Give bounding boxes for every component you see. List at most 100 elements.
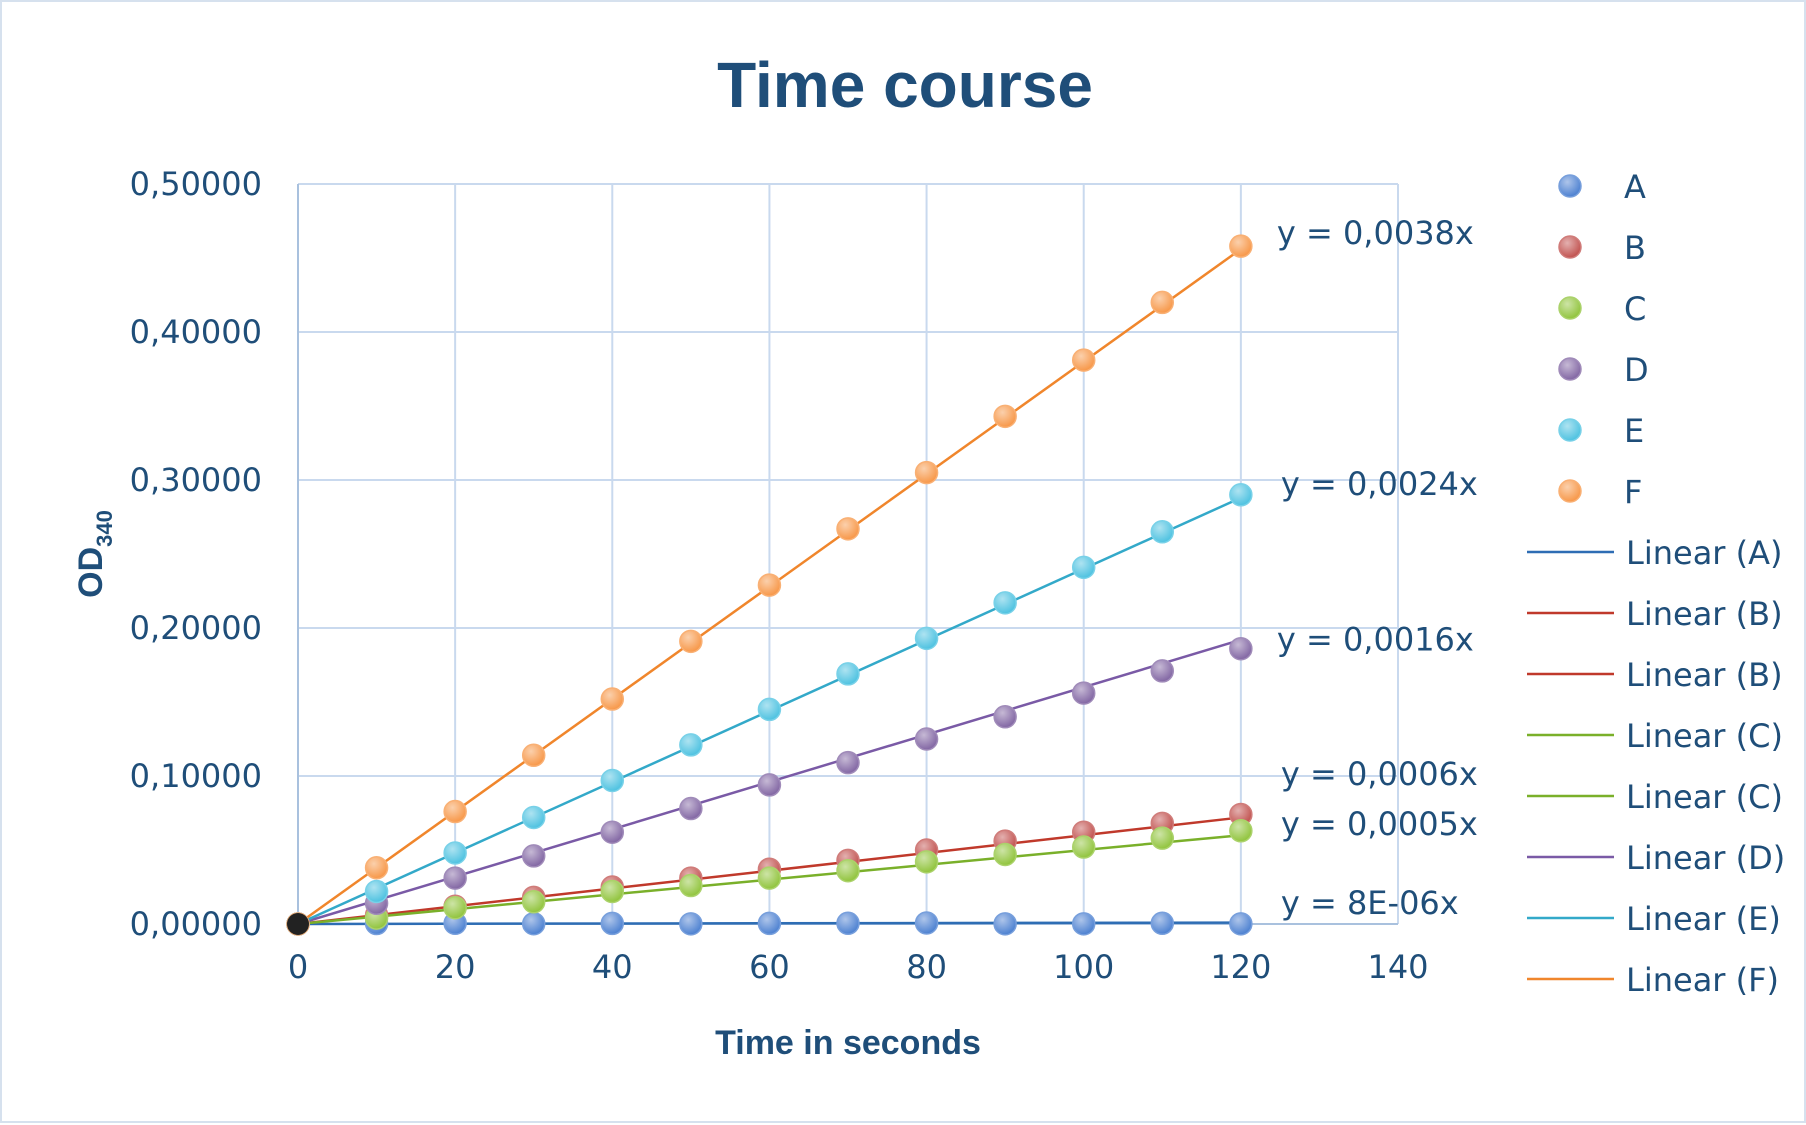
data-point-e — [757, 697, 782, 722]
trendline-equation-c: y = 0,0005x — [1281, 805, 1478, 843]
x-tick-label: 60 — [749, 948, 790, 986]
legend-label: A — [1624, 168, 1646, 206]
data-point-f — [836, 517, 860, 541]
data-point-f — [600, 687, 625, 711]
point-layer — [286, 234, 1253, 936]
data-point-a — [521, 911, 546, 936]
legend-label: C — [1624, 290, 1646, 328]
equation-layer: y = 8E-06x y = 0,0006x y = 0,0005x y = 0,00… — [1277, 214, 1478, 922]
data-point-e — [600, 768, 625, 793]
legend-label: Linear (C) — [1626, 717, 1783, 755]
data-point-c — [1150, 826, 1175, 850]
data-point-e — [1150, 520, 1175, 544]
data-point-a — [600, 911, 625, 936]
data-point-f — [679, 629, 703, 654]
legend-label: Linear (C) — [1626, 778, 1783, 816]
legend-label: E — [1624, 412, 1644, 450]
data-point-c — [914, 850, 939, 874]
data-point-c — [679, 873, 703, 898]
y-axis-title-subscript: 340 — [92, 510, 117, 547]
data-point-c — [600, 879, 625, 904]
data-point-f — [914, 460, 939, 485]
y-tick-label: 0,40000 — [130, 313, 262, 351]
legend-label: Linear (F) — [1626, 961, 1779, 999]
data-point-d — [914, 727, 939, 751]
data-point-f — [1071, 348, 1096, 372]
data-point-f — [1229, 234, 1253, 258]
legend-label: Linear (B) — [1626, 656, 1783, 694]
chart-title: Time course — [717, 49, 1093, 121]
trendline-equation-e: y = 0,0024x — [1281, 465, 1478, 503]
x-tick-label: 100 — [1053, 948, 1114, 986]
data-point-a — [836, 911, 860, 936]
y-tick-label: 0,30000 — [130, 461, 262, 499]
x-tick-label: 20 — [435, 948, 476, 986]
legend-marker-e — [1558, 418, 1582, 442]
data-point-f — [993, 404, 1017, 429]
trendline-equation-d: y = 0,0016x — [1277, 621, 1474, 659]
origin-point — [287, 913, 309, 935]
data-point-d — [521, 844, 546, 868]
x-tick-label: 120 — [1210, 948, 1271, 986]
data-point-c — [1229, 819, 1253, 843]
x-tick-label: 80 — [906, 948, 947, 986]
x-tick-label: 40 — [592, 948, 633, 986]
data-point-f — [443, 799, 467, 824]
trendline-equation-b: y = 0,0006x — [1281, 755, 1478, 793]
data-point-a — [1150, 911, 1175, 936]
data-point-f — [364, 856, 389, 880]
x-axis-title: Time in seconds — [715, 1024, 981, 1062]
data-point-f — [757, 573, 782, 597]
data-point-e — [914, 626, 939, 651]
data-point-e — [679, 733, 703, 757]
data-point-d — [443, 866, 467, 890]
data-point-d — [1150, 659, 1175, 683]
y-tick-label: 0,50000 — [130, 165, 262, 203]
data-point-d — [757, 773, 782, 797]
legend-label: Linear (A) — [1626, 534, 1782, 572]
data-point-e — [1071, 555, 1096, 580]
data-point-a — [914, 911, 939, 935]
data-point-f — [521, 743, 546, 768]
data-point-d — [600, 820, 625, 844]
y-tick-label: 0,20000 — [130, 609, 262, 647]
y-tick-label: 0,00000 — [130, 905, 262, 943]
legend-marker-f — [1558, 479, 1582, 503]
x-tick-label: 140 — [1367, 948, 1428, 986]
data-point-c — [1071, 835, 1096, 859]
data-point-e — [521, 805, 546, 830]
data-point-e — [993, 591, 1017, 615]
y-axis-title-main: OD — [72, 547, 110, 598]
data-point-d — [836, 750, 860, 775]
y-axis-title: OD340 — [72, 510, 117, 598]
data-point-e — [364, 879, 389, 904]
data-point-d — [1229, 636, 1253, 661]
data-point-e — [836, 662, 860, 686]
legend-label: Linear (E) — [1626, 900, 1781, 938]
data-point-f — [1150, 290, 1175, 315]
data-point-c — [443, 895, 467, 920]
data-point-a — [757, 911, 782, 936]
grid-layer — [298, 183, 1399, 924]
data-point-a — [1071, 912, 1096, 936]
legend-marker-d — [1558, 357, 1582, 381]
legend-label: D — [1624, 351, 1649, 389]
data-point-a — [1229, 912, 1253, 936]
data-point-a — [993, 912, 1017, 936]
x-tick-label: 0 — [288, 948, 308, 986]
legend-marker-c — [1558, 296, 1582, 320]
data-point-c — [757, 866, 782, 890]
data-point-e — [443, 841, 467, 865]
data-point-a — [679, 912, 703, 936]
y-tick-label: 0,10000 — [130, 757, 262, 795]
data-point-c — [993, 842, 1017, 867]
legend-marker-b — [1558, 235, 1582, 259]
data-point-c — [836, 858, 860, 883]
trendline-equation-f: y = 0,0038x — [1277, 214, 1474, 252]
legend-label: F — [1624, 473, 1642, 511]
legend-marker-a — [1558, 174, 1582, 198]
data-point-d — [1071, 681, 1096, 705]
